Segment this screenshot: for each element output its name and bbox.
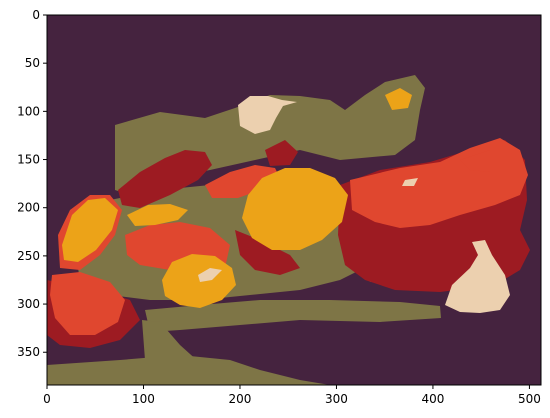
- x-tick-label: 400: [421, 392, 444, 406]
- yellow-orange-regions: [62, 88, 412, 308]
- y-tick-label: 350: [17, 345, 40, 359]
- y-tick-label: 200: [17, 201, 40, 215]
- y-tick-label: 150: [17, 153, 40, 167]
- x-tick-label: 0: [43, 392, 51, 406]
- y-tick-label: 300: [17, 297, 40, 311]
- y-tick-label: 0: [32, 8, 40, 22]
- cream-regions: [198, 96, 510, 313]
- x-axis: 0 100 200 300 400 500: [43, 385, 541, 406]
- y-tick-label: 250: [17, 249, 40, 263]
- quantized-pepper-image: [47, 15, 541, 385]
- x-tick-label: 500: [518, 392, 541, 406]
- y-axis: 0 50 100 150 200 250 300 350: [17, 8, 47, 359]
- x-tick-label: 200: [229, 392, 252, 406]
- y-tick-label: 100: [17, 104, 40, 118]
- axes-frame: [46, 14, 542, 386]
- x-tick-label: 100: [132, 392, 155, 406]
- x-tick-label: 300: [325, 392, 348, 406]
- y-tick-label: 50: [25, 56, 40, 70]
